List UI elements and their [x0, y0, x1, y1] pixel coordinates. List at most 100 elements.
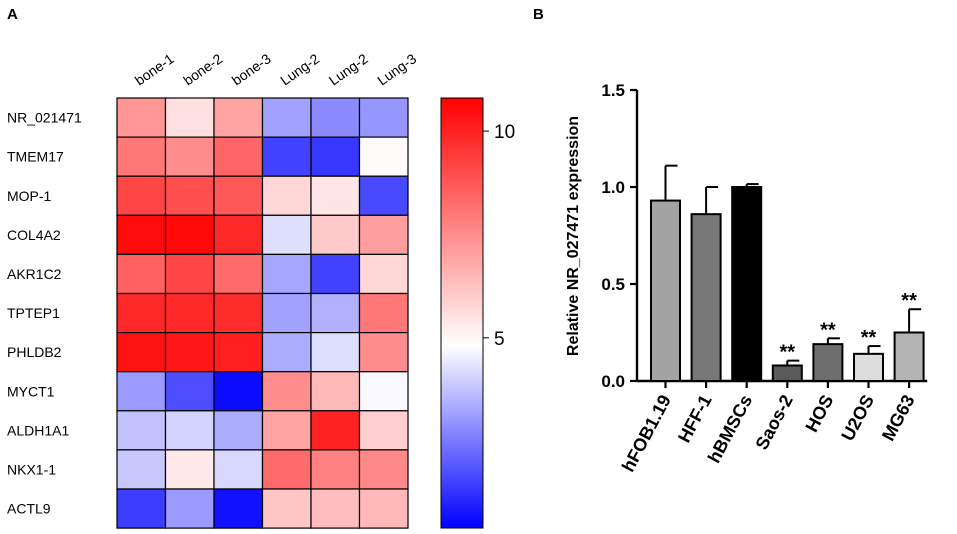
heatmap-cell [213, 449, 264, 490]
heatmap-cell [213, 214, 264, 256]
heatmap-cell [261, 332, 312, 373]
bar-chart: Relative NR_027471 expression ** ** ** ** 0… [565, 81, 928, 475]
heatmap-cell [261, 371, 312, 412]
heatmap-column-label: Lung-2 [326, 50, 371, 88]
heatmap-cell [116, 136, 167, 177]
heatmap-cell [261, 253, 312, 295]
heatmap-cell [213, 488, 264, 529]
heatmap-cell [213, 253, 264, 295]
heatmap-column-label: bone-1 [132, 50, 177, 88]
heatmap-cell [164, 410, 215, 451]
heatmap-cell [358, 253, 409, 295]
heatmap-row-label: NKX1-1 [7, 461, 56, 477]
heatmap-cell [213, 410, 264, 451]
bar [853, 352, 884, 382]
heatmap-cell [116, 371, 167, 412]
heatmap-cell [358, 488, 409, 529]
panel-a-label: A [7, 6, 18, 23]
heatmap-cell [310, 97, 361, 138]
heatmap-cell [358, 449, 409, 490]
heatmap-cell [164, 253, 215, 295]
heatmap-cell [213, 371, 264, 412]
heatmap-row-label: ACTL9 [7, 501, 51, 517]
heatmap-cell [261, 488, 312, 529]
bar-chart-category-label: HFF-1 [674, 391, 716, 445]
heatmap-cell [164, 371, 215, 412]
heatmap-cell [310, 410, 361, 451]
heatmap-cells [116, 97, 409, 529]
heatmap-cell [261, 292, 312, 334]
bar [893, 331, 925, 382]
bar [690, 213, 722, 382]
heatmap-cell [213, 332, 264, 373]
heatmap-column-label: Lung-2 [277, 50, 322, 88]
heatmap-cell [261, 136, 312, 177]
significance-marker: ** [861, 327, 877, 349]
bar [771, 364, 803, 383]
heatmap-cell [310, 214, 361, 256]
heatmap-row-label: AKR1C2 [7, 266, 62, 282]
heatmap-cell [261, 410, 312, 451]
heatmap-cell [213, 292, 264, 334]
bar-chart-y-tick-label: 0.0 [601, 372, 625, 391]
bar-chart-y-axis-label: Relative NR_027471 expression [565, 116, 582, 356]
heatmap-cell [213, 136, 264, 177]
panel-b-label: B [533, 6, 544, 23]
heatmap-cell [116, 410, 167, 451]
heatmap-cell [310, 371, 361, 412]
bar [812, 343, 844, 383]
heatmap-cell [116, 214, 167, 256]
significance-marker: ** [780, 342, 796, 364]
heatmap: NR_021471 TMEM17 MOP-1 COL4A2 AKR1C2 TPTEP1 PH… [7, 50, 419, 529]
heatmap-cell [164, 175, 215, 216]
colorbar: 5 10 [440, 97, 515, 529]
heatmap-cell [116, 488, 167, 529]
heatmap-cell [116, 97, 167, 138]
bar-chart-y-ticks: 0.0 0.5 1.0 1.5 [601, 81, 637, 391]
heatmap-cell [164, 97, 215, 138]
heatmap-cell [164, 214, 215, 256]
heatmap-column-label: Lung-3 [374, 50, 419, 88]
colorbar-tick-label: 5 [494, 329, 505, 350]
heatmap-cell [310, 449, 361, 490]
heatmap-cell [310, 292, 361, 334]
heatmap-cell [261, 97, 312, 138]
bar-chart-y-tick-label: 1.5 [601, 81, 625, 100]
heatmap-row-label: ALDH1A1 [7, 422, 69, 438]
heatmap-column-label: bone-3 [229, 50, 274, 88]
bar [731, 186, 763, 382]
bar [650, 199, 681, 382]
heatmap-row-label: PHLDB2 [7, 344, 62, 360]
heatmap-row-label: MOP-1 [7, 188, 52, 204]
heatmap-cell [213, 175, 264, 216]
heatmap-cell [310, 332, 361, 373]
heatmap-cell [358, 410, 409, 451]
heatmap-row-label: TPTEP1 [7, 305, 60, 321]
heatmap-cell [358, 292, 409, 334]
heatmap-row-label: MYCT1 [7, 383, 55, 399]
heatmap-column-label: bone-2 [180, 50, 225, 88]
bar-chart-category-label: MG63 [878, 391, 919, 444]
bar-chart-bars: ** ** ** ** [650, 164, 925, 383]
heatmap-cell [213, 97, 264, 138]
heatmap-cell [358, 136, 409, 177]
heatmap-cell [164, 332, 215, 373]
heatmap-row-label: NR_021471 [7, 110, 82, 126]
bar-chart-y-tick-label: 0.5 [601, 275, 625, 294]
heatmap-cell [261, 175, 312, 216]
bar-chart-category-label: U2OS [837, 391, 878, 444]
heatmap-cell [310, 488, 361, 529]
colorbar-ticks: 5 10 [483, 122, 515, 350]
colorbar-gradient [440, 97, 484, 529]
heatmap-cell [116, 175, 167, 216]
heatmap-cell [261, 449, 312, 490]
heatmap-cell [358, 97, 409, 138]
heatmap-cell [310, 175, 361, 216]
heatmap-cell [358, 371, 409, 412]
heatmap-cell [164, 488, 215, 529]
bar-chart-category-label: Saos-2 [751, 391, 796, 453]
heatmap-cell [310, 136, 361, 177]
heatmap-cell [164, 292, 215, 334]
heatmap-cell [116, 253, 167, 295]
